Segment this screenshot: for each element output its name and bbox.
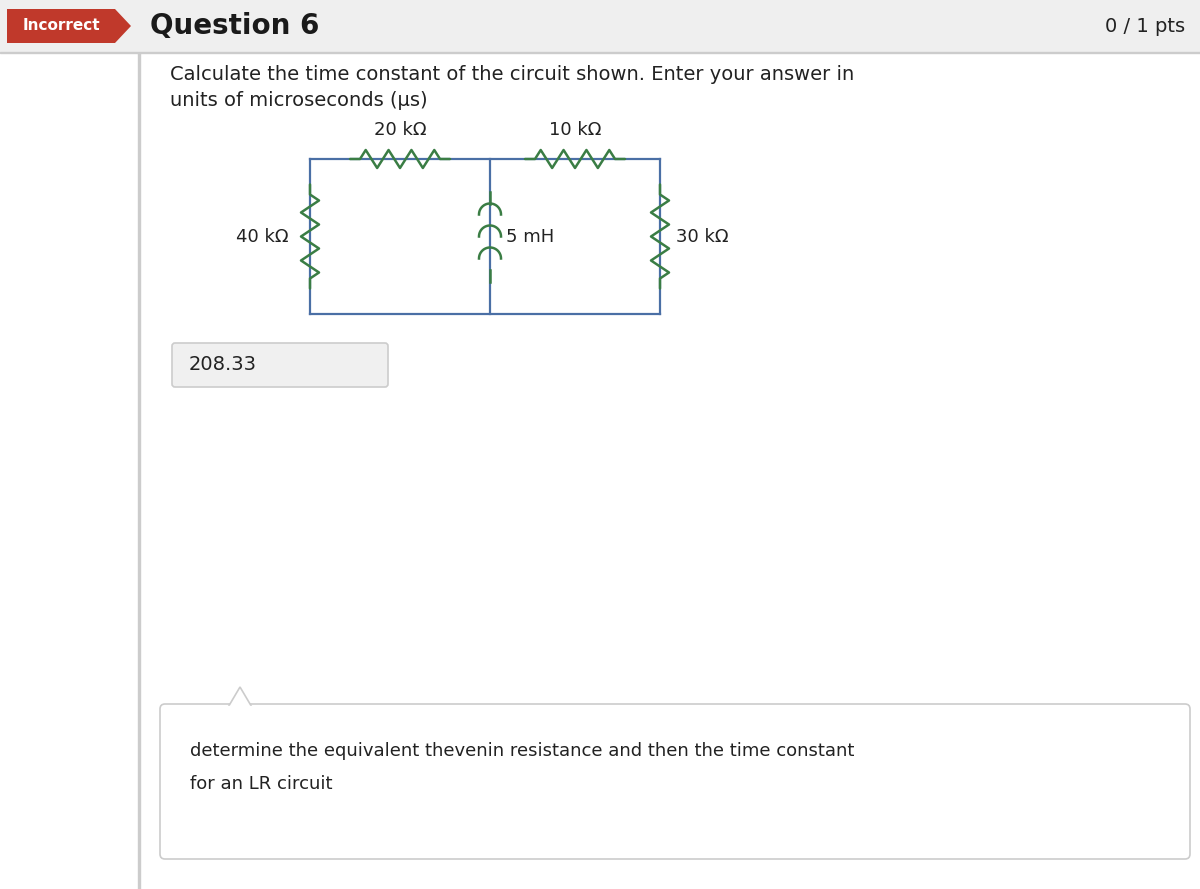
Polygon shape bbox=[227, 687, 253, 709]
Text: 208.33: 208.33 bbox=[190, 356, 257, 374]
Text: units of microseconds (μs): units of microseconds (μs) bbox=[170, 91, 427, 109]
Polygon shape bbox=[7, 9, 131, 43]
Bar bbox=[0, 0, 1200, 52]
Text: for an LR circuit: for an LR circuit bbox=[190, 775, 332, 793]
Text: 30 kΩ: 30 kΩ bbox=[676, 228, 728, 245]
Text: Calculate the time constant of the circuit shown. Enter your answer in: Calculate the time constant of the circu… bbox=[170, 65, 854, 84]
Text: 0 / 1 pts: 0 / 1 pts bbox=[1105, 17, 1186, 36]
Text: 5 mH: 5 mH bbox=[506, 228, 554, 245]
Bar bbox=[226, 706, 254, 710]
Bar bbox=[0, 52, 1200, 53]
Text: 20 kΩ: 20 kΩ bbox=[373, 121, 426, 139]
Text: 10 kΩ: 10 kΩ bbox=[548, 121, 601, 139]
FancyBboxPatch shape bbox=[172, 343, 388, 387]
Text: Question 6: Question 6 bbox=[150, 12, 319, 40]
Text: determine the equivalent thevenin resistance and then the time constant: determine the equivalent thevenin resist… bbox=[190, 742, 854, 760]
Text: Incorrect: Incorrect bbox=[22, 19, 100, 34]
Text: 40 kΩ: 40 kΩ bbox=[235, 228, 288, 245]
Bar bbox=[138, 53, 139, 889]
FancyBboxPatch shape bbox=[160, 704, 1190, 859]
